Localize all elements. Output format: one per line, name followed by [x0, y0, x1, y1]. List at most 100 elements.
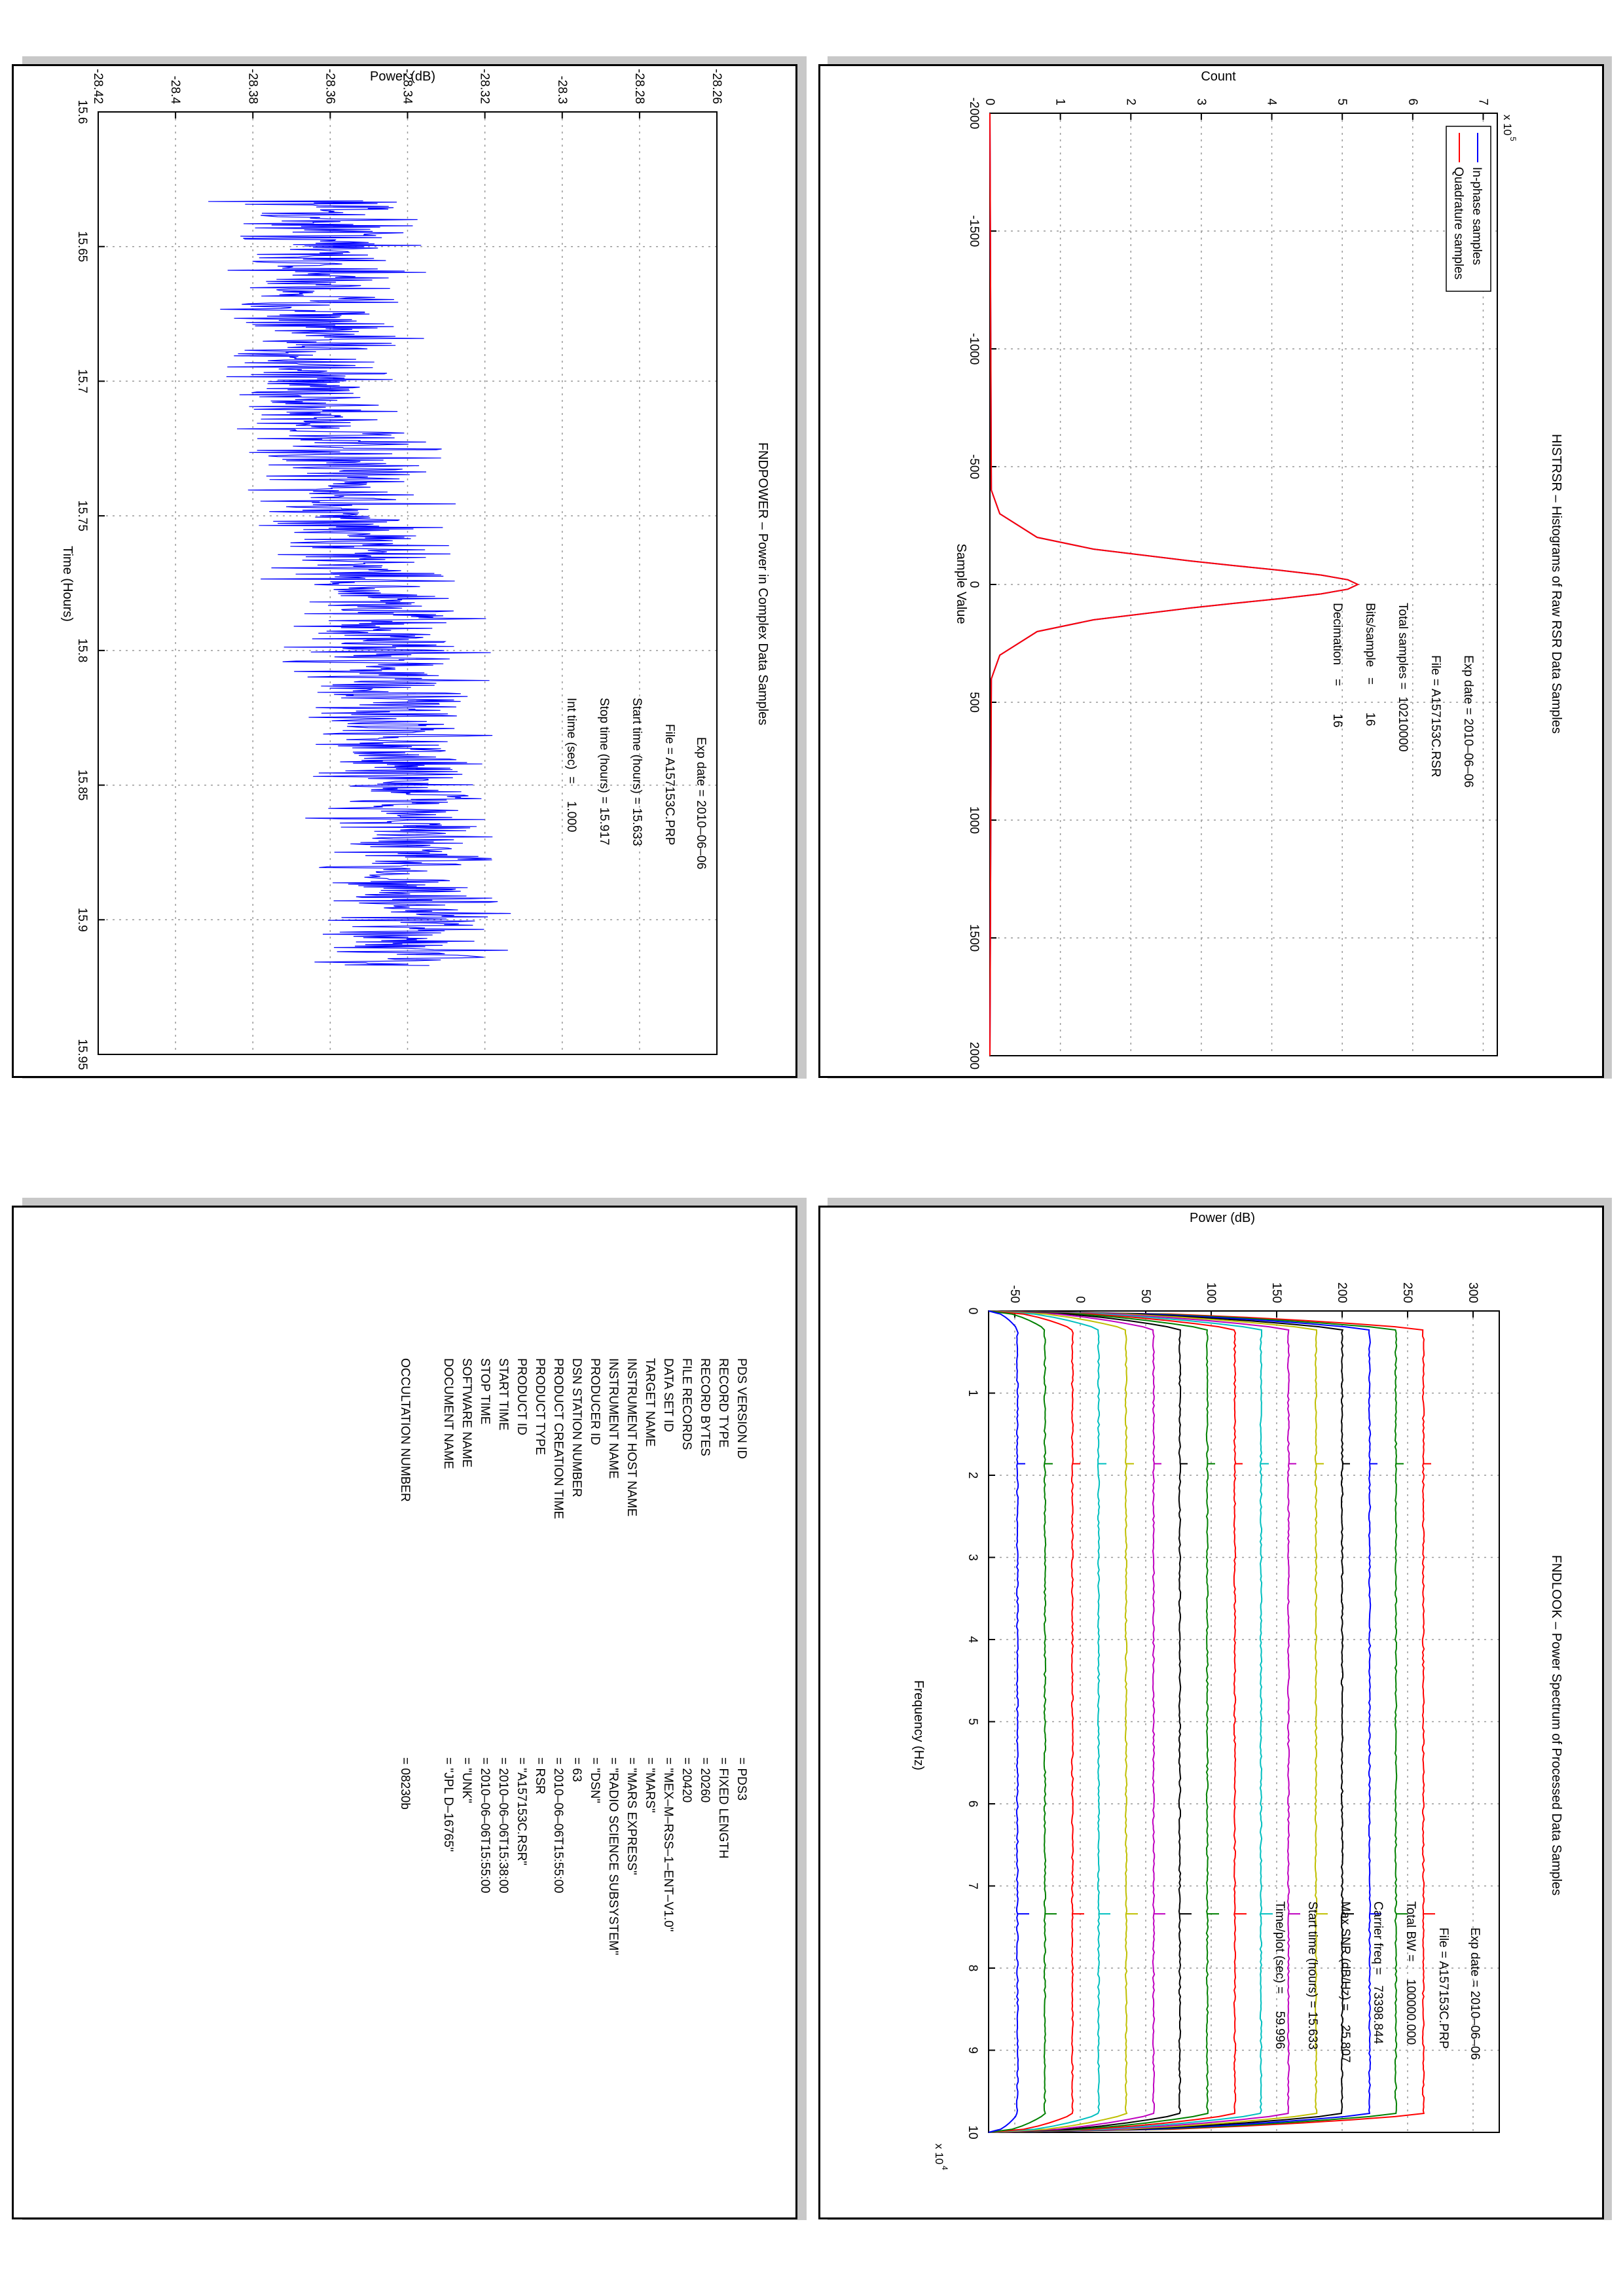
label-key: RECORD BYTES: [698, 1358, 712, 1456]
power-y-tick-label: -28.3: [555, 76, 569, 104]
spectrum-x-tick-label: 4: [966, 1636, 979, 1643]
label-key: OCCULTATION NUMBER: [398, 1358, 412, 1502]
label-key: STOP TIME: [478, 1358, 492, 1424]
histogram-x-tick-label: -500: [967, 454, 981, 479]
power-x-tick-label: 15.75: [75, 500, 89, 531]
power-info-line: File = A157153C.PRP: [663, 724, 676, 845]
power-panel: 15.6 15.65 15.7 15.75 15.8 15.85 15.9 15.95 -28.…: [12, 64, 797, 1078]
histogram-info-line: File = A157153C.RSR: [1429, 655, 1442, 777]
label-value: = 20420: [680, 1757, 693, 1803]
spectrum-info-line: Exp date = 2010–06–06: [1468, 1928, 1482, 2060]
histogram-plot-border: [989, 113, 1498, 1056]
spectrum-x-tick-label: 8: [966, 1965, 979, 1972]
histogram-x-tick-label: -1500: [967, 215, 981, 247]
power-y-tick-label: -28.28: [632, 69, 646, 104]
spectrum-title: FNDLOOK – Power Spectrum of Processed Da…: [1549, 1555, 1563, 1895]
spectrum-y-tick-label: 250: [1400, 1282, 1414, 1303]
spectrum-series-line: [988, 1310, 1128, 2133]
spectrum-ylabel: Power (dB): [1190, 1211, 1255, 1225]
spectrum-y-tick-label: 0: [1073, 1296, 1087, 1303]
power-info-line: Int time (sec) = 1.000: [564, 698, 578, 832]
spectrum-info-line: Start time (hours) = 15.633: [1305, 1901, 1319, 2050]
histogram-y-tick-label: 1: [1053, 98, 1067, 105]
spectrum-series-line: [988, 1310, 1019, 2133]
power-chart: 15.6 15.65 15.7 15.75 15.8 15.85 15.9 15.95 -28.…: [60, 69, 770, 1070]
label-key: DSN STATION NUMBER: [570, 1358, 583, 1498]
spectrum-x-tick-label: 3: [966, 1554, 979, 1561]
histogram-panel: -2000 -1500 -1000 -500 0 500 1000 1500 2000 0 1 2 3 4…: [818, 64, 1604, 1078]
label-key: SOFTWARE NAME: [460, 1358, 473, 1467]
spectrum-y-tick-label: 150: [1269, 1282, 1283, 1303]
spectrum-series-line: [988, 1310, 1372, 2133]
histogram-x-tick-label: 2000: [967, 1042, 981, 1069]
histogram-title: HISTRSR – Histograms of Raw RSR Data Sam…: [1549, 434, 1563, 734]
label-key: PRODUCT CREATION TIME: [551, 1358, 565, 1519]
spectrum-series-line: [988, 1310, 1425, 2133]
histogram-y-tick-label: 2: [1123, 98, 1137, 105]
label-value: = 20260: [698, 1757, 712, 1803]
legend-inphase-label: In-phase samples: [1470, 167, 1484, 265]
histogram-info-line: Total samples = 10210000: [1396, 603, 1410, 752]
label-value: = "RADIO SCIENCE SUBSYSTEM": [606, 1757, 620, 1955]
spectrum-y-tick-label: 200: [1335, 1282, 1349, 1303]
power-y-tick-label: -28.34: [401, 69, 414, 104]
spectrum-info-line: File = A157153C.PRP: [1436, 1928, 1450, 2049]
power-y-tick-label: -28.42: [91, 69, 105, 104]
label-key: TARGET NAME: [643, 1358, 657, 1446]
label-panel: PDS VERSION ID = PDS3 RECORD TYPE = FIXED L…: [12, 1206, 797, 2219]
spectrum-y-tick-label: -50: [1008, 1285, 1021, 1303]
label-key: PRODUCT TYPE: [533, 1358, 547, 1455]
power-y-tick-label: -28.4: [168, 76, 182, 105]
spectrum-series-line: [988, 1310, 1237, 2133]
label-key: INSTRUMENT NAME: [606, 1358, 620, 1479]
label-value: = 2010–06–06T15:55:00: [551, 1757, 565, 1893]
histogram-y-tick-label: 5: [1335, 98, 1349, 105]
histogram-y-tick-label: 3: [1194, 98, 1208, 105]
spectrum-series-line: [988, 1310, 1047, 2133]
histogram-info-line: Decimation = 16: [1330, 603, 1344, 728]
power-series-line: [208, 200, 511, 966]
power-info: Exp date = 2010–06–06 File = A157153C.PR…: [564, 698, 708, 869]
spectrum-series-line: [988, 1310, 1209, 2133]
spectrum-x-tick-label: 2: [966, 1472, 979, 1479]
histogram-series-line: [989, 113, 1360, 1056]
power-info-line: Exp date = 2010–06–06: [694, 737, 708, 869]
spectrum-series-line: [988, 1310, 1318, 2133]
label-value: = 2010–06–06T15:38:00: [496, 1757, 510, 1893]
histogram-exponent: x 10: [1501, 115, 1514, 135]
spectrum-info-line: Max SNR (dB/Hz) = 25.807: [1338, 1901, 1352, 2063]
spectrum-exponent-power: 4: [940, 2166, 949, 2170]
spectrum-x-tick-label: 5: [966, 1718, 979, 1725]
spectrum-series-line: [988, 1310, 1344, 2133]
spectrum-x-tick-label: 7: [966, 1882, 979, 1890]
histogram-y-tick-label: 4: [1265, 98, 1279, 105]
power-ylabel: Power (dB): [370, 69, 435, 84]
spectrum-x-tick-label: 6: [966, 1801, 979, 1808]
legend-quadrature-label: Quadrature samples: [1451, 167, 1465, 279]
power-x-tick-label: 15.65: [75, 231, 89, 262]
label-value: = RSR: [533, 1757, 547, 1795]
histogram-x-tick-label: 500: [967, 692, 981, 713]
label-key: PRODUCER ID: [588, 1358, 602, 1445]
power-title: FNDPOWER – Power in Complex Data Samples: [756, 442, 770, 725]
label-key: PDS VERSION ID: [735, 1358, 748, 1459]
spectrum-info-line: Time/plot (sec) = 59.996: [1273, 1901, 1286, 2049]
label-table: PDS VERSION ID = PDS3 RECORD TYPE = FIXED L…: [398, 1358, 748, 1955]
histogram-info-line: Exp date = 2010–06–06: [1461, 655, 1475, 787]
histogram-exponent-power: 5: [1508, 137, 1518, 141]
power-x-tick-label: 15.9: [75, 908, 89, 932]
power-x-tick-label: 15.6: [75, 100, 89, 124]
power-y-tick-label: -28.26: [710, 69, 723, 104]
label-key: DOCUMENT NAME: [441, 1358, 455, 1469]
label-key: FILE RECORDS: [680, 1358, 693, 1450]
histogram-y-tick-label: 6: [1406, 98, 1419, 105]
label-key: INSTRUMENT HOST NAME: [625, 1358, 638, 1516]
spectrum-chart: 0 1 2 3 4 5 6 7 8 9 10 -50 0 50 100 150 200 250 300 FNDLOO…: [911, 1211, 1563, 2170]
power-x-tick-label: 15.8: [75, 638, 89, 662]
label-value: = "DSN": [588, 1757, 602, 1803]
histogram-info-line: Bits/sample = 16: [1363, 603, 1377, 726]
power-xlabel: Time (Hours): [60, 546, 75, 622]
spectrum-xlabel: Frequency (Hz): [911, 1680, 926, 1770]
label-key: RECORD TYPE: [716, 1358, 730, 1448]
histogram-info: Exp date = 2010–06–06 File = A157153C.RS…: [1330, 603, 1475, 787]
